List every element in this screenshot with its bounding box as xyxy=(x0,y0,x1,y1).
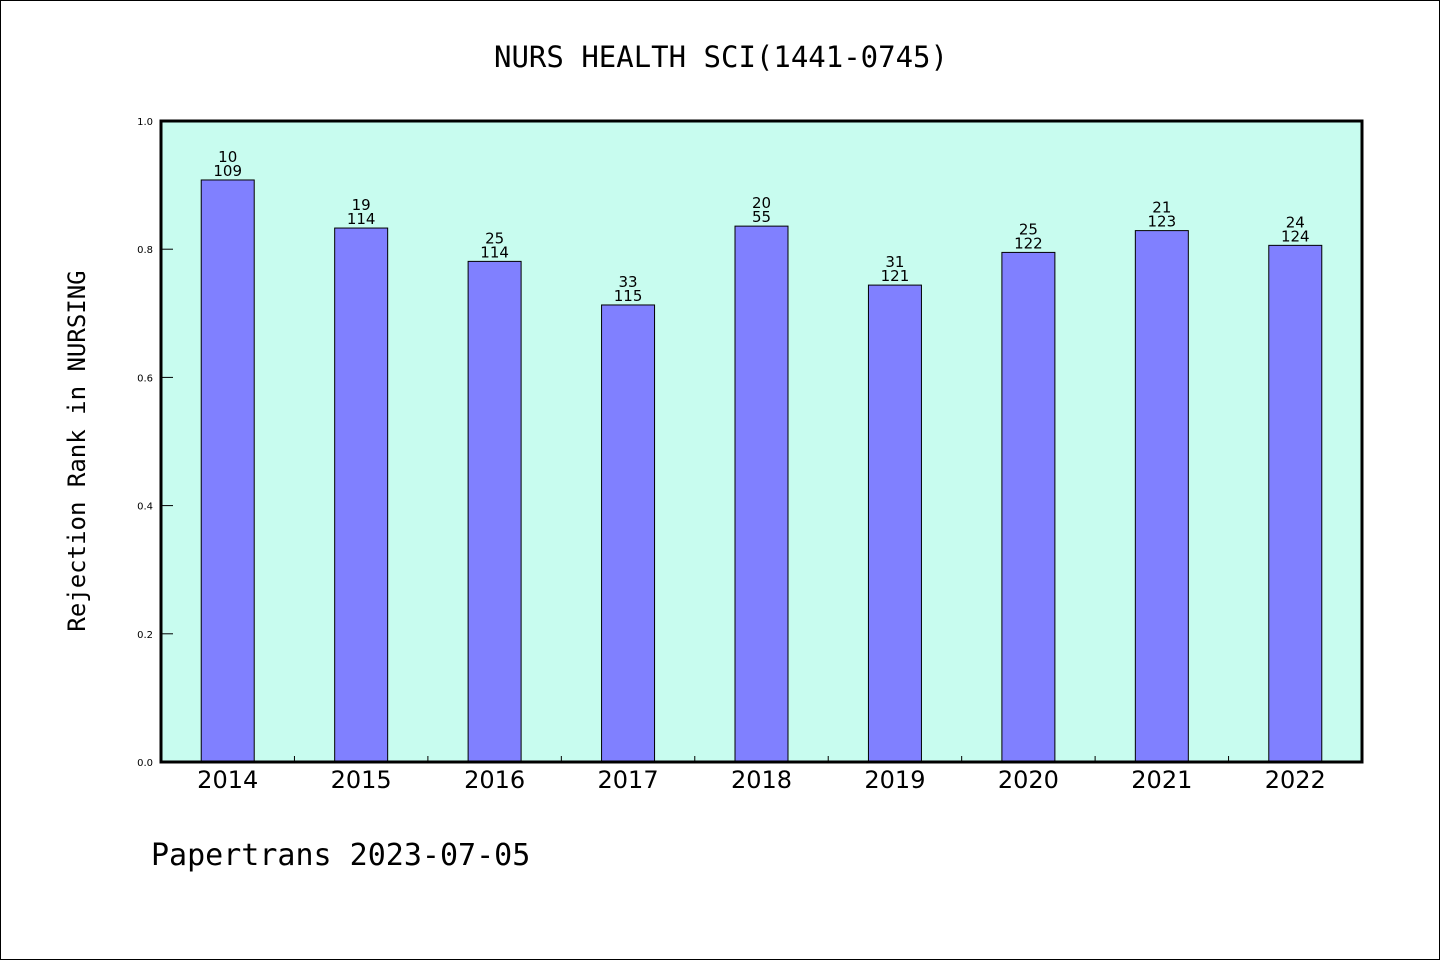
bar-label-top: 10 xyxy=(218,148,237,166)
x-axis: 2014 2015 2016 2017 2018 2019 2020 2021 2022 xyxy=(197,756,1326,794)
bar-label-top: 25 xyxy=(1019,220,1038,238)
bar-label-top: 31 xyxy=(885,253,904,271)
bar-2014 xyxy=(200,179,255,763)
x-tick-label: 2022 xyxy=(1265,766,1326,794)
x-tick-label: 2021 xyxy=(1131,766,1192,794)
bar-2017 xyxy=(601,304,656,763)
bar-label-top: 25 xyxy=(485,229,504,247)
bar-label-top: 19 xyxy=(352,196,371,214)
bar-2022 xyxy=(1268,244,1323,763)
bar-label-top: 21 xyxy=(1152,199,1171,217)
x-tick-label: 2020 xyxy=(998,766,1059,794)
bar-label-bottom: 121 xyxy=(881,267,910,285)
bar-2019 xyxy=(867,284,922,763)
y-tick-label: 0.6 xyxy=(137,373,153,384)
y-tick-label: 0.2 xyxy=(137,630,153,641)
x-tick-label: 2019 xyxy=(864,766,925,794)
bar-label-bottom: 55 xyxy=(752,208,771,226)
y-tick-label: 1.0 xyxy=(137,117,153,128)
bar-label-bottom: 124 xyxy=(1281,227,1310,245)
bar-2018 xyxy=(734,225,789,763)
y-tick-label: 0.0 xyxy=(137,758,153,769)
chart-title: NURS HEALTH SCI(1441-0745) xyxy=(494,40,948,74)
bar-label-top: 20 xyxy=(752,194,771,212)
y-axis-label: Rejection Rank in NURSING xyxy=(63,270,91,631)
footer-text: Papertrans 2023-07-05 xyxy=(151,838,530,873)
bar-label-bottom: 114 xyxy=(480,243,509,261)
bar-2020 xyxy=(1001,251,1056,763)
bar-label-top: 24 xyxy=(1286,213,1305,231)
bar-label-bottom: 115 xyxy=(614,287,643,305)
y-tick-label: 0.4 xyxy=(137,502,153,513)
plot-border xyxy=(159,119,1364,764)
bar-label-bottom: 114 xyxy=(347,210,376,228)
bar-label-bottom: 122 xyxy=(1014,234,1043,252)
bar-label-bottom: 123 xyxy=(1148,213,1177,231)
x-tick-label: 2015 xyxy=(331,766,392,794)
bar-2015 xyxy=(334,227,389,763)
x-tick-label: 2014 xyxy=(197,766,258,794)
bar-label-bottom: 109 xyxy=(213,162,242,180)
x-tick-label: 2016 xyxy=(464,766,525,794)
bar-label-top: 33 xyxy=(619,273,638,291)
x-tick-label: 2017 xyxy=(598,766,659,794)
y-tick-label: 0.8 xyxy=(137,245,153,256)
x-tick-label: 2018 xyxy=(731,766,792,794)
bar-2016 xyxy=(467,260,522,763)
bar-2021 xyxy=(1134,230,1189,763)
